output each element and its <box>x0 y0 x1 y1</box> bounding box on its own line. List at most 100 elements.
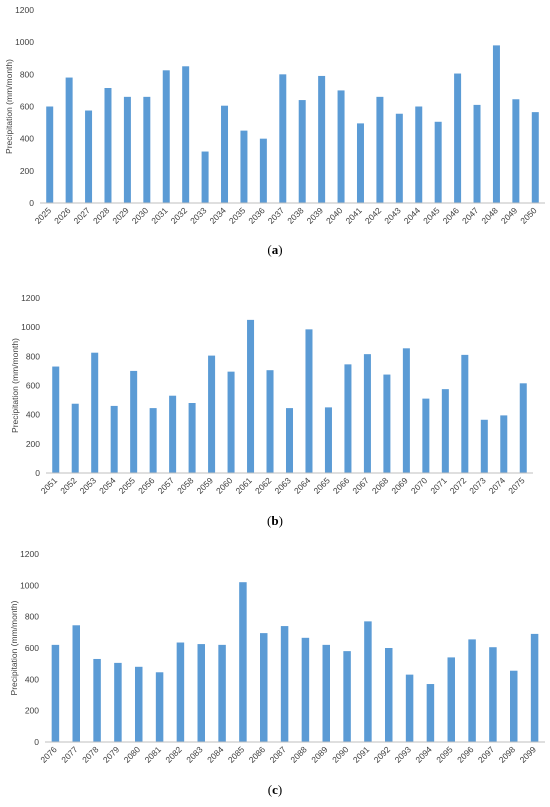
x-tick-label-c: 2098 <box>497 744 518 765</box>
y-tick-label-b: 1000 <box>21 322 40 332</box>
x-tick-label-b: 2071 <box>428 475 449 496</box>
bar-a <box>240 130 248 203</box>
x-tick-label-a: 2043 <box>382 205 403 226</box>
x-tick-label-a: 2049 <box>499 205 520 226</box>
bar-b <box>422 398 430 473</box>
caption-b-open: ( <box>267 513 272 528</box>
bar-c <box>93 658 101 742</box>
chart-panel-c: 0 200 400 600 800 1000 1200 Precipitation (mm/m… <box>0 542 550 807</box>
bar-b <box>149 408 157 473</box>
x-tick-label-c: 2084 <box>205 744 226 765</box>
y-tick-label-a: 800 <box>20 69 34 79</box>
x-tick-label-a: 2030 <box>130 205 151 226</box>
x-tick-label-a: 2031 <box>149 205 170 226</box>
bar-c <box>197 644 205 742</box>
x-tick-label-a: 2046 <box>441 205 462 226</box>
x-tick-label-c: 2077 <box>59 744 80 765</box>
bar-c <box>135 666 143 742</box>
caption-b: (b) <box>0 513 550 529</box>
bar-c <box>280 626 289 742</box>
x-tick-label-b: 2053 <box>78 475 99 496</box>
x-tick-label-c: 2089 <box>309 744 330 765</box>
x-tick-label-a: 2037 <box>266 205 287 226</box>
x-tick-label-c: 2096 <box>455 744 476 765</box>
x-tick-label-c: 2094 <box>413 744 434 765</box>
bar-a <box>85 110 93 203</box>
bar-a <box>337 90 345 203</box>
bar-a <box>143 96 151 203</box>
x-tick-label-b: 2051 <box>39 475 60 496</box>
y-tick-label-b: 400 <box>26 410 40 420</box>
caption-a-open: ( <box>267 242 272 257</box>
bar-a <box>65 77 73 203</box>
y-tick-label-c: 0 <box>34 737 39 747</box>
x-tick-label-c: 2092 <box>372 744 393 765</box>
bar-b <box>71 403 79 473</box>
caption-a: (a) <box>0 242 550 258</box>
bar-b <box>363 354 371 473</box>
bar-b <box>266 370 274 473</box>
x-tick-label-b: 2067 <box>350 475 371 496</box>
caption-b-letter: b <box>271 513 279 528</box>
x-tick-label-b: 2073 <box>467 475 488 496</box>
x-tick-label-a: 2039 <box>305 205 326 226</box>
x-tick-label-a: 2044 <box>402 205 423 226</box>
bar-a <box>473 104 481 203</box>
x-tick-label-b: 2075 <box>506 475 527 496</box>
y-axis-title-b: Precipitation (mm/month) <box>10 338 20 433</box>
x-tick-label-c: 2095 <box>434 744 455 765</box>
bar-b <box>305 329 313 473</box>
y-tick-label-b: 1200 <box>21 293 40 303</box>
caption-b-close: ) <box>278 513 283 528</box>
bar-c <box>405 674 414 742</box>
bar-c <box>114 662 122 742</box>
bar-b <box>227 371 235 473</box>
bar-a <box>298 100 306 203</box>
bar-c <box>385 648 393 742</box>
bar-a <box>279 74 287 203</box>
x-tick-label-b: 2055 <box>117 475 138 496</box>
bar-a <box>434 121 442 203</box>
bar-a <box>454 73 462 203</box>
bar-c <box>510 670 518 742</box>
bar-a <box>104 88 112 203</box>
x-tick-label-a: 2040 <box>324 205 345 226</box>
caption-a-letter: a <box>271 242 279 257</box>
x-tick-label-c: 2090 <box>330 744 351 765</box>
chart-panel-a: 0 200 400 600 800 1000 1200 Precipitation (mm/m… <box>0 0 550 265</box>
y-tick-label-c: 600 <box>25 643 39 653</box>
bar-c <box>301 637 310 742</box>
x-tick-label-b: 2066 <box>331 475 352 496</box>
bar-a <box>415 106 423 203</box>
bar-b <box>441 389 449 473</box>
bar-a <box>201 151 209 203</box>
bar-b <box>461 354 469 473</box>
bar-b <box>188 403 196 473</box>
bar-b <box>402 348 410 473</box>
bar-a <box>46 106 54 203</box>
caption-a-close: ) <box>278 242 283 257</box>
bar-a <box>492 45 500 204</box>
bar-a <box>376 96 384 203</box>
x-tick-label-c: 2088 <box>288 744 309 765</box>
x-tick-label-a: 2047 <box>460 205 481 226</box>
x-tick-label-c: 2078 <box>80 744 101 765</box>
x-tick-label-b: 2056 <box>136 475 157 496</box>
x-tick-label-c: 2081 <box>143 744 164 765</box>
x-tick-label-b: 2060 <box>214 475 235 496</box>
bar-c <box>51 644 60 742</box>
y-tick-label-a: 200 <box>20 166 34 176</box>
y-tick-label-a: 1000 <box>15 37 34 47</box>
x-tick-label-c: 2079 <box>101 744 122 765</box>
bar-a <box>182 66 190 204</box>
x-tick-label-b: 2065 <box>311 475 332 496</box>
x-tick-label-b: 2059 <box>195 475 216 496</box>
y-tick-label-a: 0 <box>29 198 34 208</box>
bar-c <box>489 647 497 742</box>
y-tick-label-c: 200 <box>25 706 39 716</box>
x-tick-label-a: 2034 <box>207 205 228 226</box>
bar-c <box>260 633 268 742</box>
bar-c <box>364 621 372 742</box>
bar-c <box>176 642 185 742</box>
x-tick-label-a: 2048 <box>479 205 500 226</box>
